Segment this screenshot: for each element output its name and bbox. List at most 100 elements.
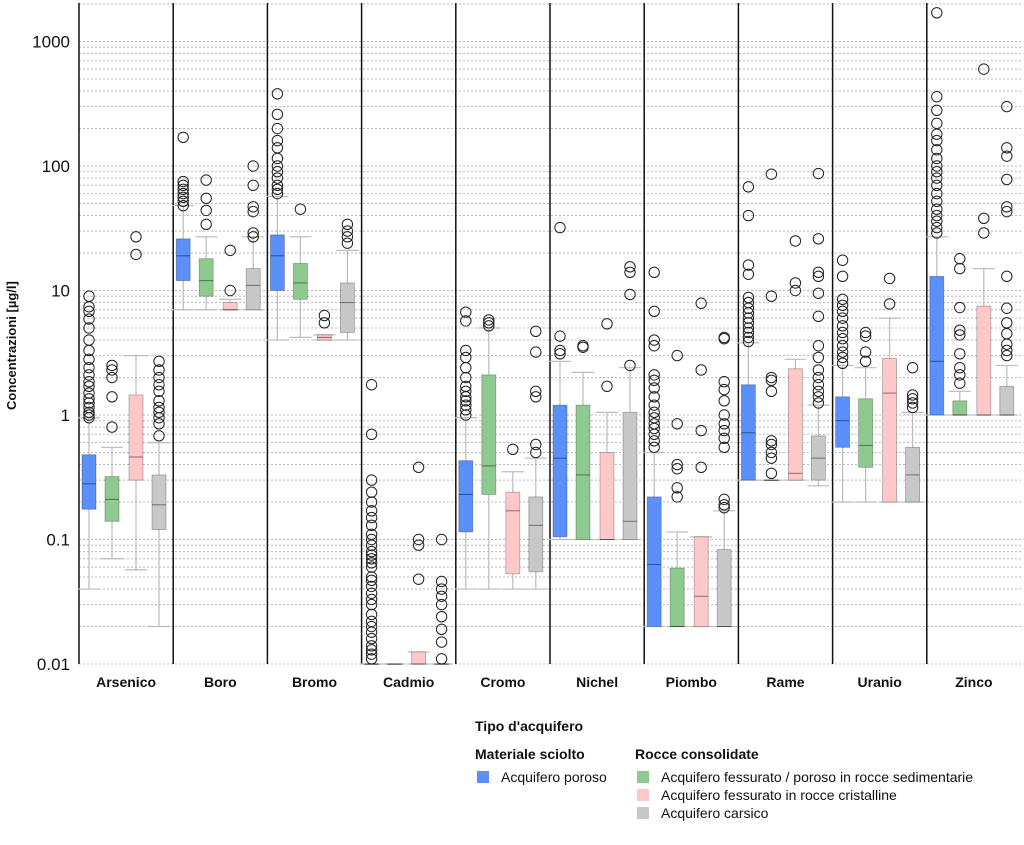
outlier-point xyxy=(341,231,354,243)
box-piombo-poroso xyxy=(643,266,666,628)
outlier-point xyxy=(177,183,189,195)
outlier-point xyxy=(648,391,660,403)
legend-item-poroso[interactable]: Acquifero poroso xyxy=(475,768,607,786)
box-boro-poroso xyxy=(172,131,195,311)
outlier-point xyxy=(1001,327,1013,340)
panel-rame xyxy=(737,167,830,487)
outlier-point xyxy=(83,397,95,409)
outlier-point xyxy=(106,371,118,384)
outlier-point xyxy=(83,369,95,381)
outlier-point xyxy=(271,179,284,191)
outlier-point xyxy=(954,377,966,389)
outlier-point xyxy=(1001,142,1013,154)
outlier-point xyxy=(365,620,378,633)
outlier-point xyxy=(1001,205,1013,218)
outlier-point xyxy=(624,266,636,279)
outlier-point xyxy=(695,424,707,437)
outlier-point xyxy=(765,371,778,384)
box-cadmio-cristalline xyxy=(407,461,430,665)
outlier-point xyxy=(906,397,919,409)
outlier-point xyxy=(648,441,660,454)
outlier-point xyxy=(153,406,165,419)
outlier-point xyxy=(412,573,425,585)
outlier-point xyxy=(931,152,943,165)
legend-label: Acquifero poroso xyxy=(501,769,607,785)
outlier-point xyxy=(554,221,566,234)
legend-item-sedimentarie[interactable]: Acquifero fessurato / poroso in rocce se… xyxy=(635,768,973,786)
outlier-point xyxy=(435,653,448,665)
outlier-point xyxy=(365,644,378,656)
outlier-point xyxy=(247,227,259,239)
outlier-point xyxy=(954,361,966,374)
box-uranio-cristalline xyxy=(878,272,901,503)
outlier-point xyxy=(648,422,660,435)
outlier-point xyxy=(247,231,259,243)
outlier-point xyxy=(648,266,660,279)
outlier-point xyxy=(906,361,919,374)
outlier-point xyxy=(83,380,95,393)
outlier-point xyxy=(200,192,212,205)
outlier-point xyxy=(507,443,519,456)
outlier-point xyxy=(483,314,495,326)
outlier-point xyxy=(812,167,825,180)
outlier-point xyxy=(106,359,118,372)
outlier-point xyxy=(224,284,236,297)
outlier-point xyxy=(177,179,189,191)
outlier-point xyxy=(365,574,378,587)
box-iqr xyxy=(175,238,191,282)
outlier-point xyxy=(931,160,943,172)
outlier-point xyxy=(200,204,212,217)
outlier-point xyxy=(435,636,448,648)
outlier-point xyxy=(200,174,212,186)
outlier-point xyxy=(177,187,189,200)
outlier-point xyxy=(859,330,872,342)
outlier-point xyxy=(765,467,778,480)
box-arsenico-cristalline xyxy=(125,231,147,571)
legend-item-carsico[interactable]: Acquifero carsico xyxy=(635,804,973,822)
box-iqr xyxy=(905,446,920,503)
box-iqr xyxy=(387,663,403,665)
outlier-point xyxy=(859,346,872,358)
y-axis-title: Concentrazioni [µg/l] xyxy=(4,281,19,410)
box-bromo-cristalline xyxy=(313,309,336,341)
box-rame-carsico xyxy=(807,167,830,487)
x-tick-label-rame: Rame xyxy=(766,674,804,690)
outlier-point xyxy=(742,181,755,193)
outlier-point xyxy=(648,406,660,419)
outlier-point xyxy=(318,317,331,329)
outlier-point xyxy=(83,401,95,414)
outlier-point xyxy=(648,428,660,440)
panel-piombo xyxy=(643,266,736,628)
outlier-point xyxy=(177,191,189,204)
outlier-point xyxy=(365,557,378,569)
outlier-point xyxy=(883,298,896,310)
box-iqr xyxy=(411,651,427,665)
legend-group-title: Rocce consolidate xyxy=(635,746,759,762)
box-arsenico-sedimentarie xyxy=(101,359,123,560)
outlier-point xyxy=(671,463,683,475)
legend-item-cristalline[interactable]: Acquifero fessurato in rocce cristalline xyxy=(635,786,973,804)
outlier-point xyxy=(812,364,825,376)
outlier-point xyxy=(742,317,755,329)
box-boro-sedimentarie xyxy=(195,174,218,311)
box-uranio-poroso xyxy=(831,254,854,503)
panel-zinco xyxy=(925,7,1018,416)
x-tick-label-cromo: Cromo xyxy=(480,674,525,690)
box-uranio-carsico xyxy=(901,361,924,503)
y-tick-label: 10 xyxy=(51,282,70,301)
outlier-point xyxy=(718,432,730,444)
outlier-point xyxy=(648,382,660,394)
outlier-point xyxy=(859,355,872,367)
outlier-point xyxy=(931,179,943,191)
outlier-point xyxy=(836,340,849,352)
outlier-point xyxy=(648,340,660,352)
box-iqr xyxy=(458,460,474,533)
outlier-point xyxy=(742,259,755,271)
box-cromo-poroso xyxy=(454,306,477,590)
outlier-point xyxy=(812,371,825,384)
outlier-point xyxy=(742,296,755,309)
outlier-point xyxy=(978,227,990,239)
box-iqr xyxy=(764,479,779,481)
outlier-point xyxy=(153,371,165,384)
y-tick-label: 0.1 xyxy=(46,531,70,550)
